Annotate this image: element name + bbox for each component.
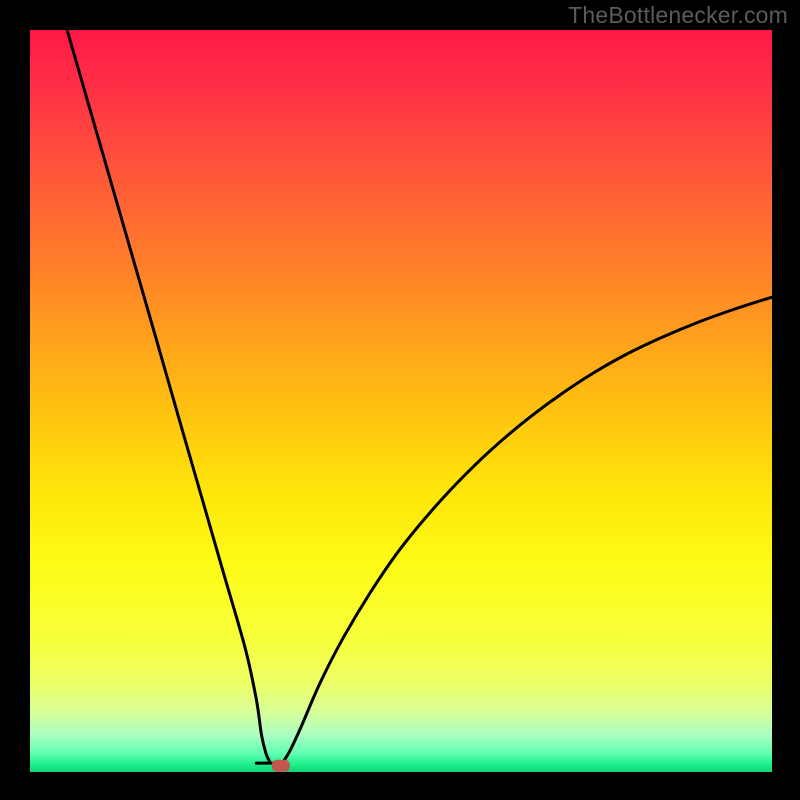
watermark-text: TheBottlenecker.com <box>568 2 788 29</box>
chart-stage: TheBottlenecker.com <box>0 0 800 800</box>
gradient-background <box>30 30 772 772</box>
plot-area <box>30 30 772 772</box>
min-marker <box>272 760 290 772</box>
chart-svg <box>30 30 772 772</box>
